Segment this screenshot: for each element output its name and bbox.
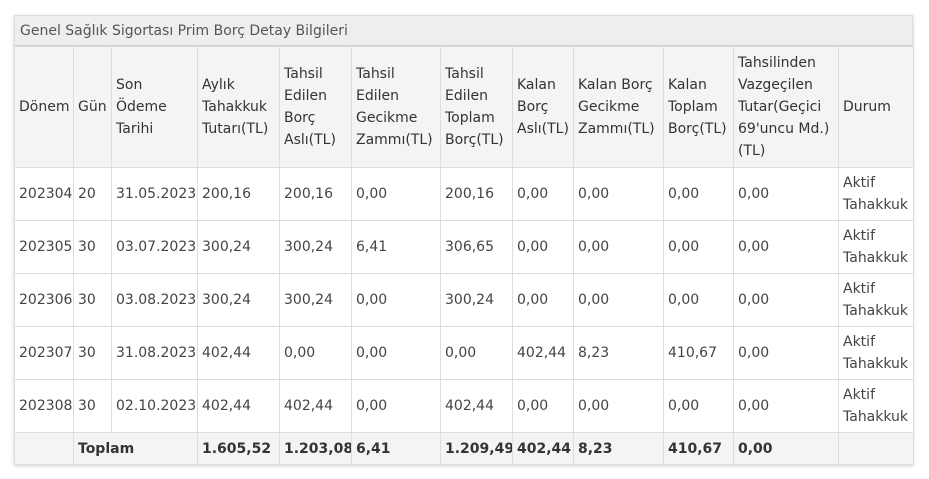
total-empty-cell	[14, 432, 74, 465]
table-footer: Toplam 1.605,52 1.203,08 6,41 1.209,49 4…	[14, 432, 914, 465]
cell-kalan-borc-asli: 0,00	[512, 167, 574, 221]
cell-vazgecilen-tutar: 0,00	[733, 167, 839, 221]
cell-son-odeme-tarihi: 31.08.2023	[111, 326, 198, 380]
panel-title: Genel Sağlık Sigortası Prim Borç Detay B…	[14, 15, 913, 46]
cell-tahsil-toplam-borc: 0,00	[440, 326, 513, 380]
header-tahsil-edilen-gecikme-zammi: Tahsil Edilen Gecikme Zammı(TL)	[351, 46, 441, 168]
cell-tahsil-borc-asli: 300,24	[279, 220, 352, 274]
total-kalan-toplam-borc: 410,67	[663, 432, 734, 465]
total-kalan-gecikme-zammi: 8,23	[573, 432, 664, 465]
cell-tahsil-toplam-borc: 306,65	[440, 220, 513, 274]
cell-tahsil-borc-asli: 402,44	[279, 379, 352, 433]
cell-aylik-tahakkuk: 300,24	[197, 220, 280, 274]
cell-durum: Aktif Tahakkuk	[838, 273, 914, 327]
table-body: 202304 20 31.05.2023 200,16 200,16 0,00 …	[14, 167, 914, 433]
cell-gun: 20	[73, 167, 112, 221]
cell-kalan-toplam-borc: 0,00	[663, 167, 734, 221]
cell-tahsil-gecikme-zammi: 0,00	[351, 326, 441, 380]
cell-tahsil-borc-asli: 0,00	[279, 326, 352, 380]
cell-donem: 202304	[14, 167, 74, 221]
header-kalan-borc-gecikme-zammi: Kalan Borç Gecikme Zammı(TL)	[573, 46, 664, 168]
cell-durum: Aktif Tahakkuk	[838, 167, 914, 221]
cell-tahsil-gecikme-zammi: 6,41	[351, 220, 441, 274]
total-tahsil-toplam-borc: 1.209,49	[440, 432, 513, 465]
cell-kalan-toplam-borc: 0,00	[663, 220, 734, 274]
total-row: Toplam 1.605,52 1.203,08 6,41 1.209,49 4…	[14, 432, 914, 465]
total-vazgecilen-tutar: 0,00	[733, 432, 839, 465]
header-tahsil-edilen-toplam-borc: Tahsil Edilen Toplam Borç(TL)	[440, 46, 513, 168]
cell-donem: 202307	[14, 326, 74, 380]
cell-aylik-tahakkuk: 402,44	[197, 379, 280, 433]
total-tahsil-borc-asli: 1.203,08	[279, 432, 352, 465]
cell-aylik-tahakkuk: 402,44	[197, 326, 280, 380]
header-tahsil-edilen-borc-asli: Tahsil Edilen Borç Aslı(TL)	[279, 46, 352, 168]
cell-kalan-gecikme-zammi: 0,00	[573, 379, 664, 433]
cell-gun: 30	[73, 273, 112, 327]
cell-durum: Aktif Tahakkuk	[838, 220, 914, 274]
cell-durum: Aktif Tahakkuk	[838, 379, 914, 433]
cell-kalan-gecikme-zammi: 0,00	[573, 167, 664, 221]
table-row: 202304 20 31.05.2023 200,16 200,16 0,00 …	[14, 167, 914, 221]
cell-tahsil-gecikme-zammi: 0,00	[351, 167, 441, 221]
cell-tahsil-toplam-borc: 200,16	[440, 167, 513, 221]
table-row: 202305 30 03.07.2023 300,24 300,24 6,41 …	[14, 220, 914, 274]
header-tahsilinden-vazgecilen-tutar: Tahsilinden Vazgeçilen Tutar(Geçici 69'u…	[733, 46, 839, 168]
cell-kalan-borc-asli: 0,00	[512, 273, 574, 327]
header-son-odeme-tarihi: Son Ödeme Tarihi	[111, 46, 198, 168]
table-row: 202306 30 03.08.2023 300,24 300,24 0,00 …	[14, 273, 914, 327]
cell-vazgecilen-tutar: 0,00	[733, 379, 839, 433]
cell-son-odeme-tarihi: 02.10.2023	[111, 379, 198, 433]
cell-tahsil-borc-asli: 300,24	[279, 273, 352, 327]
cell-aylik-tahakkuk: 300,24	[197, 273, 280, 327]
cell-tahsil-gecikme-zammi: 0,00	[351, 379, 441, 433]
cell-tahsil-toplam-borc: 300,24	[440, 273, 513, 327]
cell-donem: 202306	[14, 273, 74, 327]
cell-kalan-toplam-borc: 0,00	[663, 379, 734, 433]
cell-gun: 30	[73, 379, 112, 433]
cell-son-odeme-tarihi: 03.07.2023	[111, 220, 198, 274]
header-kalan-borc-asli: Kalan Borç Aslı(TL)	[512, 46, 574, 168]
cell-donem: 202308	[14, 379, 74, 433]
cell-son-odeme-tarihi: 03.08.2023	[111, 273, 198, 327]
table-header: Dönem Gün Son Ödeme Tarihi Aylık Tahakku…	[14, 46, 914, 168]
header-donem: Dönem	[14, 46, 74, 168]
table-row: 202307 30 31.08.2023 402,44 0,00 0,00 0,…	[14, 326, 914, 380]
cell-vazgecilen-tutar: 0,00	[733, 273, 839, 327]
debt-details-table: Dönem Gün Son Ödeme Tarihi Aylık Tahakku…	[14, 46, 914, 465]
header-gun: Gün	[73, 46, 112, 168]
cell-tahsil-borc-asli: 200,16	[279, 167, 352, 221]
cell-kalan-borc-asli: 0,00	[512, 220, 574, 274]
header-row: Dönem Gün Son Ödeme Tarihi Aylık Tahakku…	[14, 46, 914, 168]
total-durum-empty	[838, 432, 914, 465]
total-label: Toplam	[73, 432, 198, 465]
cell-kalan-borc-asli: 0,00	[512, 379, 574, 433]
cell-aylik-tahakkuk: 200,16	[197, 167, 280, 221]
cell-donem: 202305	[14, 220, 74, 274]
debt-details-panel: Genel Sağlık Sigortası Prim Borç Detay B…	[14, 15, 914, 465]
cell-kalan-toplam-borc: 410,67	[663, 326, 734, 380]
cell-durum: Aktif Tahakkuk	[838, 326, 914, 380]
cell-gun: 30	[73, 220, 112, 274]
total-kalan-borc-asli: 402,44	[512, 432, 574, 465]
cell-kalan-gecikme-zammi: 0,00	[573, 273, 664, 327]
cell-kalan-borc-asli: 402,44	[512, 326, 574, 380]
header-kalan-toplam-borc: Kalan Toplam Borç(TL)	[663, 46, 734, 168]
header-durum: Durum	[838, 46, 914, 168]
cell-gun: 30	[73, 326, 112, 380]
header-aylik-tahakkuk-tutari: Aylık Tahakkuk Tutarı(TL)	[197, 46, 280, 168]
cell-tahsil-toplam-borc: 402,44	[440, 379, 513, 433]
cell-vazgecilen-tutar: 0,00	[733, 326, 839, 380]
cell-tahsil-gecikme-zammi: 0,00	[351, 273, 441, 327]
cell-son-odeme-tarihi: 31.05.2023	[111, 167, 198, 221]
cell-vazgecilen-tutar: 0,00	[733, 220, 839, 274]
cell-kalan-gecikme-zammi: 0,00	[573, 220, 664, 274]
cell-kalan-toplam-borc: 0,00	[663, 273, 734, 327]
cell-kalan-gecikme-zammi: 8,23	[573, 326, 664, 380]
total-aylik-tahakkuk: 1.605,52	[197, 432, 280, 465]
table-row: 202308 30 02.10.2023 402,44 402,44 0,00 …	[14, 379, 914, 433]
total-tahsil-gecikme-zammi: 6,41	[351, 432, 441, 465]
